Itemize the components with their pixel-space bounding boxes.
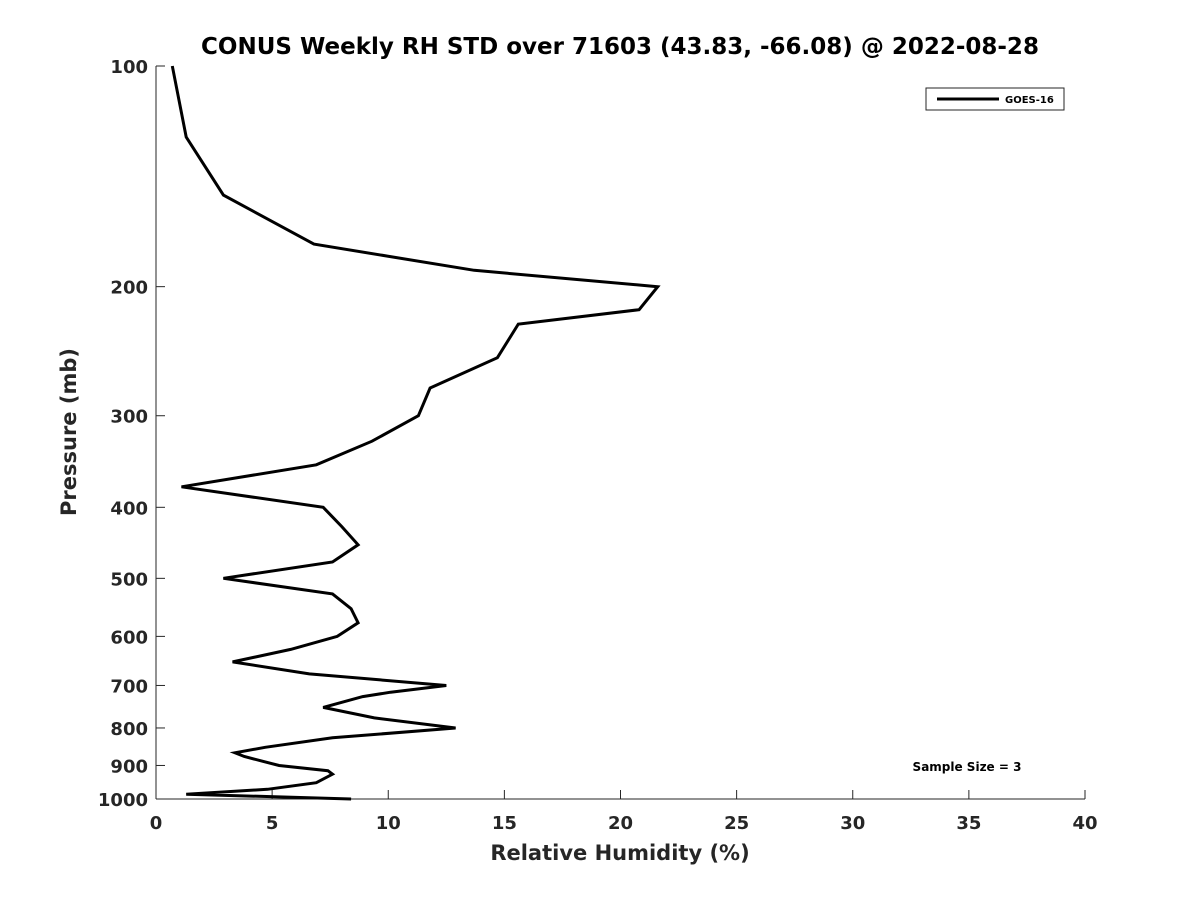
chart-title: CONUS Weekly RH STD over 71603 (43.83, -…	[201, 34, 1039, 60]
legend: GOES-16	[925, 87, 1065, 111]
series-group	[170, 65, 661, 801]
y-axis-label: Pressure (mb)	[57, 348, 81, 516]
x-tick-label: 35	[956, 813, 981, 834]
y-tick-label: 600	[110, 627, 148, 648]
y-tick-label: 200	[110, 278, 148, 299]
x-tick-label: 20	[608, 813, 633, 834]
x-tick-label: 5	[266, 813, 279, 834]
y-axis-ticks: 100 200 300 400 500 600 700 800 900 1000	[98, 57, 165, 811]
sample-size-annotation: Sample Size = 3	[913, 760, 1022, 774]
plot-frame	[156, 66, 1085, 799]
y-tick-label: 700	[110, 676, 148, 697]
x-axis-label: Relative Humidity (%)	[490, 841, 749, 865]
legend-label-goes-16: GOES-16	[1005, 95, 1054, 106]
y-tick-label: 1000	[98, 790, 148, 811]
x-tick-label: 15	[492, 813, 517, 834]
x-tick-label: 25	[724, 813, 749, 834]
x-tick-label: 0	[150, 813, 163, 834]
y-tick-label: 900	[110, 756, 148, 777]
y-tick-label: 400	[110, 498, 148, 519]
x-axis-ticks: 0 5 10 15 20 25 30 35 40	[150, 790, 1098, 834]
y-tick-label: 100	[110, 57, 148, 78]
y-tick-label: 300	[110, 407, 148, 428]
series-line-goes-16	[170, 65, 661, 801]
y-tick-label: 800	[110, 719, 148, 740]
x-tick-label: 30	[840, 813, 865, 834]
x-tick-label: 10	[376, 813, 401, 834]
x-tick-label: 40	[1072, 813, 1097, 834]
y-tick-label: 500	[110, 569, 148, 590]
